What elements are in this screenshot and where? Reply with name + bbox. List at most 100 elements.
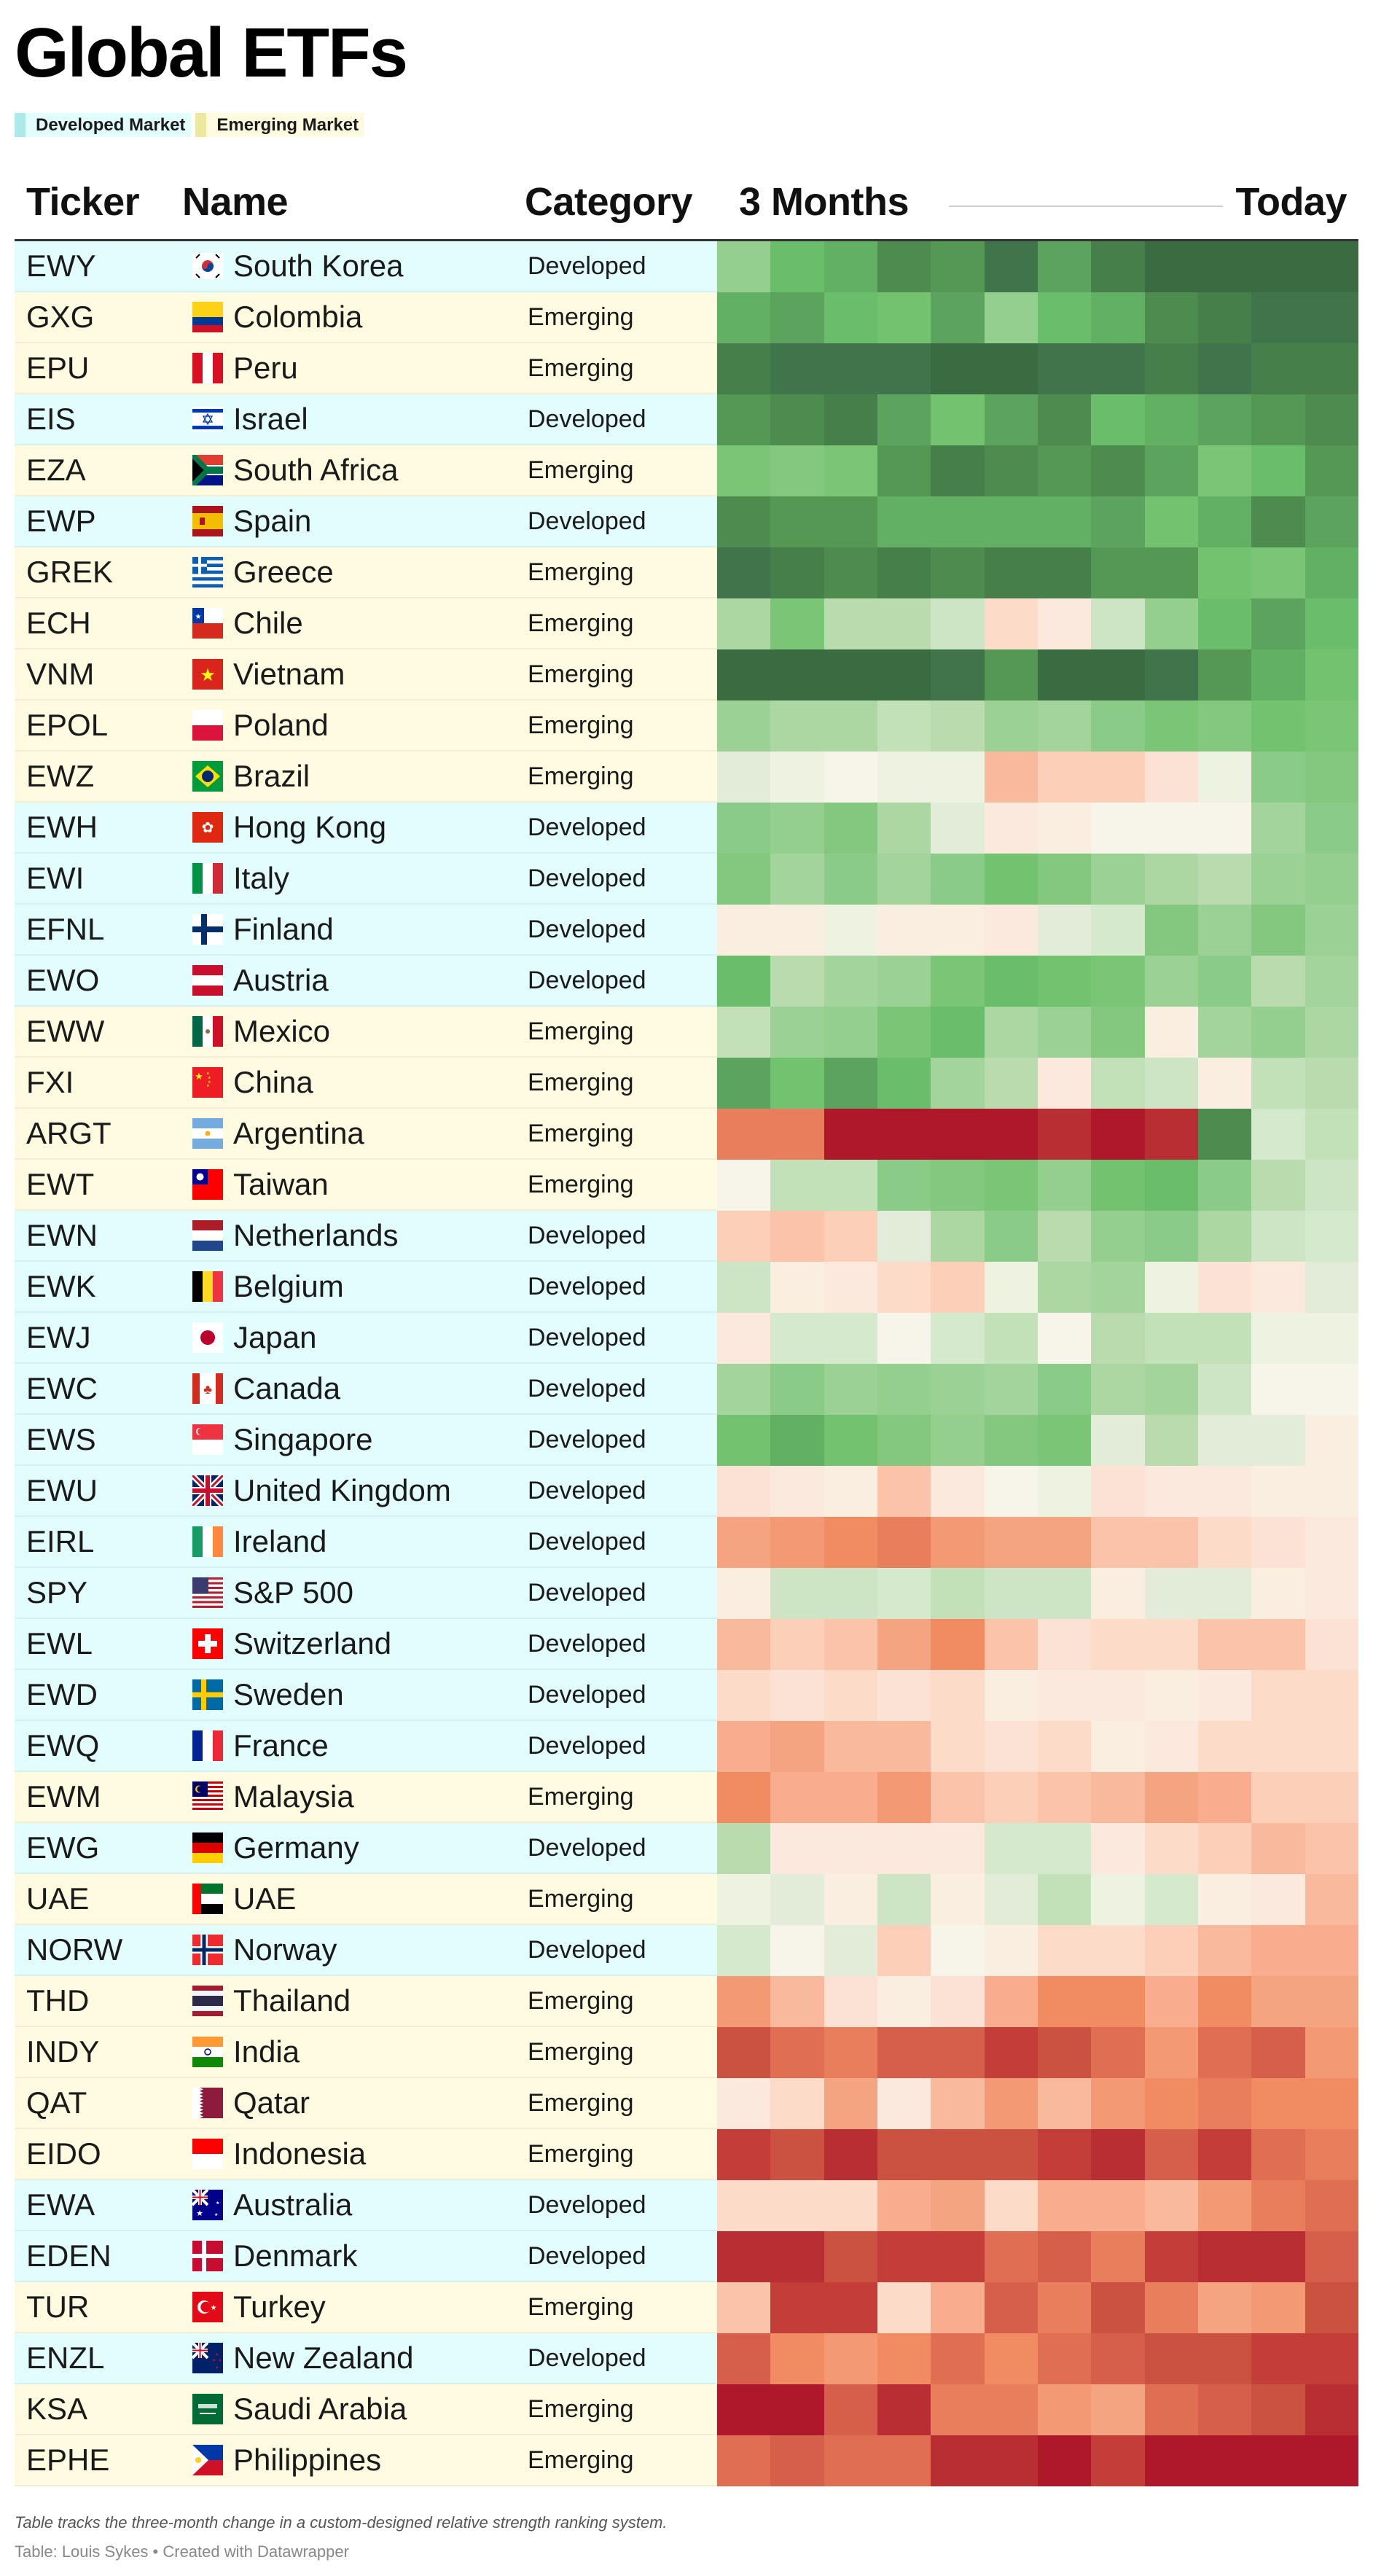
heatmap-cell — [770, 2282, 824, 2333]
flag-kr-icon — [192, 251, 223, 281]
heatmap-cell — [1251, 1976, 1305, 2027]
name-cell: Mexico — [233, 1014, 331, 1048]
heatmap-cell — [717, 1823, 771, 1874]
ticker-cell: EZA — [26, 453, 86, 487]
heatmap-cell — [1304, 394, 1358, 445]
heatmap-cell — [877, 1517, 931, 1568]
heatmap-cell — [1144, 1313, 1198, 1364]
heatmap-cell — [984, 905, 1038, 956]
heatmap-cell — [717, 1058, 771, 1109]
heatmap-cell — [824, 1109, 877, 1160]
heatmap-cell — [824, 1670, 877, 1721]
heatmap-cell — [931, 394, 985, 445]
heatmap-cell — [1091, 1262, 1145, 1313]
heatmap-cell — [1197, 1874, 1252, 1925]
heatmap-cell — [984, 1823, 1038, 1874]
heatmap-cell — [984, 445, 1038, 496]
heatmap-cell — [770, 598, 824, 649]
heatmap-cell — [717, 2384, 771, 2435]
name-cell: Netherlands — [233, 1218, 399, 1252]
header-ticker[interactable]: Ticker — [26, 180, 140, 224]
flag-fr-icon — [192, 1730, 223, 1761]
heatmap-cell — [1251, 1721, 1305, 1772]
flag-ae-icon — [192, 1884, 223, 1914]
table-row: EFNL Finland Developed — [15, 905, 1358, 956]
heatmap-cell — [877, 292, 931, 343]
header-category[interactable]: Category — [525, 180, 693, 224]
heatmap-cell — [984, 1721, 1038, 1772]
heatmap-cell — [1251, 1568, 1305, 1619]
heatmap-cell — [717, 1211, 771, 1262]
category-cell: Emerging — [528, 1120, 634, 1147]
heatmap-cell — [931, 1313, 985, 1364]
heatmap-cell — [1197, 1568, 1252, 1619]
category-cell: Emerging — [528, 1069, 634, 1096]
category-cell: Emerging — [528, 609, 634, 637]
heatmap-cell — [770, 547, 824, 598]
heatmap-cell — [1197, 803, 1252, 854]
heatmap-cell — [1304, 1466, 1358, 1517]
legend-label-emerging: Emerging Market — [216, 114, 359, 135]
heatmap-cell — [770, 292, 824, 343]
heatmap-cell — [1304, 1415, 1358, 1466]
heatmap-cell — [1304, 1721, 1358, 1772]
heatmap-cell — [824, 956, 877, 1007]
ticker-cell: QAT — [26, 2085, 87, 2120]
heatmap-cell — [1251, 2078, 1305, 2129]
heatmap-cell — [1091, 1313, 1145, 1364]
heatmap-cell — [1037, 649, 1092, 700]
heatmap-cell — [1144, 2129, 1198, 2180]
heatmap-cell — [1091, 1415, 1145, 1466]
heatmap-cell — [931, 1568, 985, 1619]
ticker-cell: TUR — [26, 2290, 90, 2324]
svg-text:★: ★ — [215, 2365, 219, 2370]
category-cell: Developed — [528, 252, 646, 280]
heatmap-cell — [1037, 343, 1092, 394]
heatmap-cell — [877, 1313, 931, 1364]
heatmap-cell — [717, 1772, 771, 1823]
heatmap-cell — [1091, 1874, 1145, 1925]
heatmap-cell — [1091, 292, 1145, 343]
heatmap-cell — [1304, 2180, 1358, 2231]
heatmap-cell — [770, 1313, 824, 1364]
table-row: EWH ✿ Hong Kong Developed — [15, 803, 1358, 854]
ticker-cell: EWS — [26, 1422, 96, 1456]
footer-note: Table tracks the three-month change in a… — [15, 2513, 668, 2532]
heatmap-cell — [770, 1772, 824, 1823]
heatmap-cell — [770, 905, 824, 956]
heatmap-cell — [1304, 2333, 1358, 2384]
heatmap-cell — [1304, 956, 1358, 1007]
table-row: EWK Belgium Developed — [15, 1262, 1358, 1313]
heatmap-cell — [1037, 547, 1092, 598]
heatmap-cell — [931, 854, 985, 905]
heatmap-cell — [824, 1976, 877, 2027]
heatmap-cell — [717, 2282, 771, 2333]
heatmap-cell — [1304, 1925, 1358, 1976]
heatmap-cell — [1144, 1517, 1198, 1568]
heatmap-cell — [877, 241, 931, 292]
heatmap-cell — [1091, 649, 1145, 700]
heatmap-cell — [717, 292, 771, 343]
heatmap-cell — [1091, 700, 1145, 752]
heatmap-cell — [931, 2384, 985, 2435]
heatmap-cell — [717, 2027, 771, 2078]
category-cell: Developed — [528, 1732, 646, 1760]
heatmap-cell — [1037, 905, 1092, 956]
heatmap-cell — [984, 1976, 1038, 2027]
header-name[interactable]: Name — [182, 180, 289, 224]
heatmap-cell — [1197, 1058, 1252, 1109]
heatmap-cell — [1091, 2435, 1145, 2486]
heatmap-cell — [1251, 1619, 1305, 1670]
heatmap-cell — [717, 1007, 771, 1058]
flag-it-icon — [192, 863, 223, 894]
heatmap-cell — [931, 1160, 985, 1211]
category-cell: Emerging — [528, 1987, 634, 2015]
heatmap-cell — [717, 752, 771, 803]
heatmap-cell — [1144, 1874, 1198, 1925]
name-cell: S&P 500 — [233, 1575, 354, 1609]
name-cell: Belgium — [233, 1269, 344, 1303]
heatmap-row — [717, 1007, 1358, 1058]
heatmap-cell — [1251, 241, 1305, 292]
category-cell: Emerging — [528, 2140, 634, 2168]
svg-text:✿: ✿ — [202, 820, 214, 836]
